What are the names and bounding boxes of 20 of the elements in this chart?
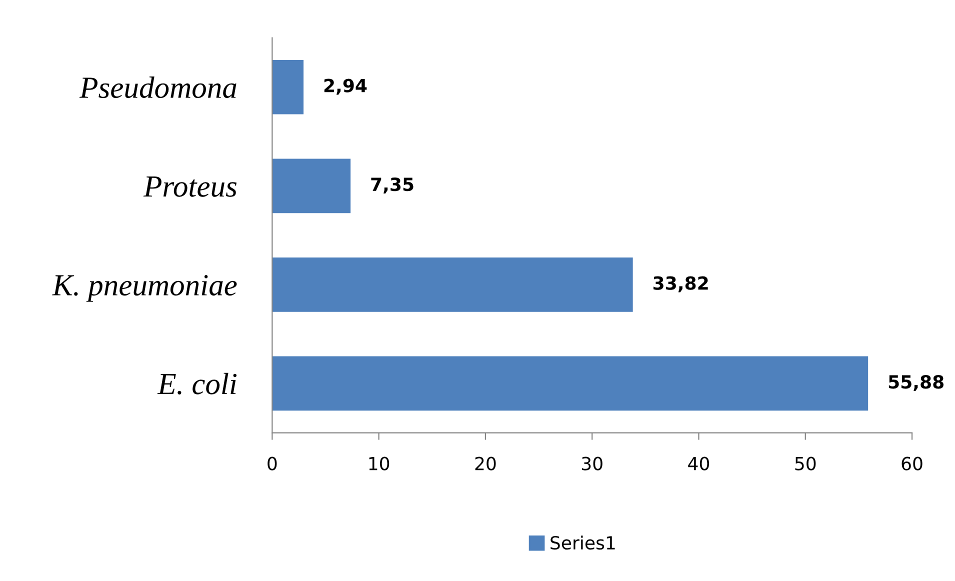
data-label: 33,82 xyxy=(653,276,708,292)
x-tick-label: 10 xyxy=(369,456,390,470)
x-tick-label: 50 xyxy=(795,456,816,470)
x-tick-label: 40 xyxy=(688,456,710,470)
y-tick-label: K. pneumoniae xyxy=(52,275,237,302)
x-tick-label: 30 xyxy=(582,456,602,470)
y-tick-label: Proteus xyxy=(143,176,237,197)
data-label: 2,94 xyxy=(324,78,367,95)
x-tick-label: 0 xyxy=(268,456,277,470)
x-tick-label: 60 xyxy=(902,456,922,470)
y-tick-label: E. coli xyxy=(157,372,237,394)
y-tick-label: Pseudomona xyxy=(79,76,236,98)
data-label: 55,88 xyxy=(888,375,944,392)
bar xyxy=(272,158,351,214)
x-tick-label: 20 xyxy=(475,456,496,470)
legend-label: Series1 xyxy=(550,536,615,550)
data-label: 7,35 xyxy=(371,178,414,194)
bar xyxy=(272,60,304,114)
bar xyxy=(272,356,868,411)
bar xyxy=(272,258,633,312)
